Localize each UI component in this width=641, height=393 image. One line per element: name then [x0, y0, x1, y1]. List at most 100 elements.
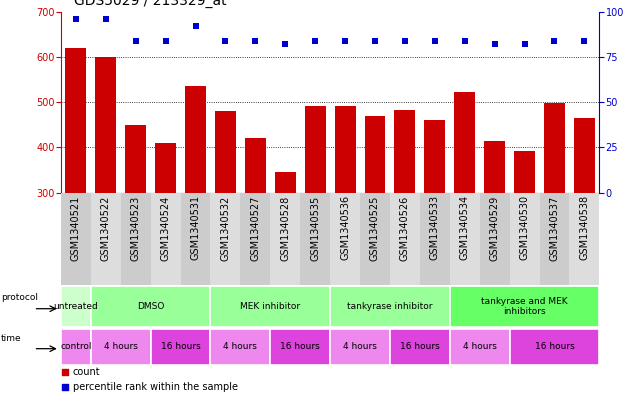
Point	[460, 38, 470, 44]
Bar	[91, 329, 151, 365]
Bar	[245, 138, 266, 193]
Text: GSM1340531: GSM1340531	[190, 195, 201, 261]
Bar	[510, 329, 599, 365]
Text: GSM1340533: GSM1340533	[430, 195, 440, 261]
Bar	[91, 193, 121, 285]
Bar	[479, 193, 510, 285]
Bar	[240, 193, 271, 285]
Bar	[300, 193, 330, 285]
Text: GSM1340523: GSM1340523	[131, 195, 140, 261]
Text: 16 hours: 16 hours	[280, 342, 320, 351]
Point	[160, 38, 171, 44]
Text: MEK inhibitor: MEK inhibitor	[240, 302, 301, 311]
Text: GSM1340535: GSM1340535	[310, 195, 320, 261]
Bar	[330, 286, 450, 327]
Point	[519, 41, 529, 48]
Text: GSM1340524: GSM1340524	[161, 195, 171, 261]
Bar	[151, 329, 210, 365]
Bar	[365, 116, 385, 193]
Point	[370, 38, 380, 44]
Text: time: time	[1, 334, 22, 343]
Bar	[450, 329, 510, 365]
Text: GDS5029 / 213329_at: GDS5029 / 213329_at	[74, 0, 226, 8]
Bar	[125, 125, 146, 193]
Bar	[360, 193, 390, 285]
Point	[310, 38, 320, 44]
Bar	[61, 286, 91, 327]
Bar	[454, 92, 475, 193]
Point	[221, 38, 231, 44]
Text: 4 hours: 4 hours	[224, 342, 257, 351]
Point	[400, 38, 410, 44]
Point	[280, 41, 290, 48]
Bar	[544, 103, 565, 193]
Text: untreated: untreated	[53, 302, 98, 311]
Text: GSM1340530: GSM1340530	[520, 195, 529, 261]
Bar	[330, 329, 390, 365]
Bar	[271, 329, 330, 365]
Text: GSM1340526: GSM1340526	[400, 195, 410, 261]
Bar	[155, 143, 176, 193]
Bar	[96, 57, 116, 193]
Text: 4 hours: 4 hours	[343, 342, 377, 351]
Bar	[121, 193, 151, 285]
Point	[60, 384, 71, 391]
Point	[60, 369, 71, 376]
Text: control: control	[60, 342, 92, 351]
Point	[579, 38, 590, 44]
Bar	[215, 111, 236, 193]
Bar	[61, 193, 91, 285]
Bar	[65, 48, 87, 193]
Text: 16 hours: 16 hours	[161, 342, 201, 351]
Text: GSM1340532: GSM1340532	[221, 195, 230, 261]
Bar	[210, 329, 271, 365]
Bar	[151, 193, 181, 285]
Point	[549, 38, 560, 44]
Bar	[450, 286, 599, 327]
Bar	[390, 329, 450, 365]
Bar	[540, 193, 569, 285]
Text: count: count	[73, 367, 101, 377]
Bar	[210, 193, 240, 285]
Bar	[275, 172, 296, 193]
Bar	[210, 286, 330, 327]
Point	[250, 38, 260, 44]
Point	[71, 16, 81, 22]
Text: 4 hours: 4 hours	[104, 342, 138, 351]
Text: GSM1340528: GSM1340528	[280, 195, 290, 261]
Bar	[420, 193, 450, 285]
Bar	[390, 193, 420, 285]
Bar	[91, 286, 210, 327]
Text: DMSO: DMSO	[137, 302, 164, 311]
Text: 16 hours: 16 hours	[400, 342, 440, 351]
Text: GSM1340521: GSM1340521	[71, 195, 81, 261]
Text: GSM1340537: GSM1340537	[549, 195, 560, 261]
Bar	[304, 106, 326, 193]
Point	[340, 38, 350, 44]
Text: GSM1340525: GSM1340525	[370, 195, 380, 261]
Bar	[484, 141, 505, 193]
Bar	[574, 118, 595, 193]
Text: percentile rank within the sample: percentile rank within the sample	[73, 382, 238, 393]
Point	[429, 38, 440, 44]
Text: 16 hours: 16 hours	[535, 342, 574, 351]
Bar	[450, 193, 479, 285]
Text: GSM1340534: GSM1340534	[460, 195, 470, 261]
Bar	[181, 193, 210, 285]
Point	[190, 23, 201, 29]
Text: 4 hours: 4 hours	[463, 342, 497, 351]
Point	[131, 38, 141, 44]
Point	[101, 16, 111, 22]
Text: GSM1340522: GSM1340522	[101, 195, 111, 261]
Bar	[330, 193, 360, 285]
Text: tankyrase and MEK
inhibitors: tankyrase and MEK inhibitors	[481, 297, 568, 316]
Bar	[514, 151, 535, 193]
Bar	[335, 106, 356, 193]
Text: GSM1340529: GSM1340529	[490, 195, 499, 261]
Bar	[569, 193, 599, 285]
Bar	[61, 329, 91, 365]
Text: GSM1340536: GSM1340536	[340, 195, 350, 261]
Text: GSM1340527: GSM1340527	[251, 195, 260, 261]
Text: tankyrase inhibitor: tankyrase inhibitor	[347, 302, 433, 311]
Bar	[271, 193, 300, 285]
